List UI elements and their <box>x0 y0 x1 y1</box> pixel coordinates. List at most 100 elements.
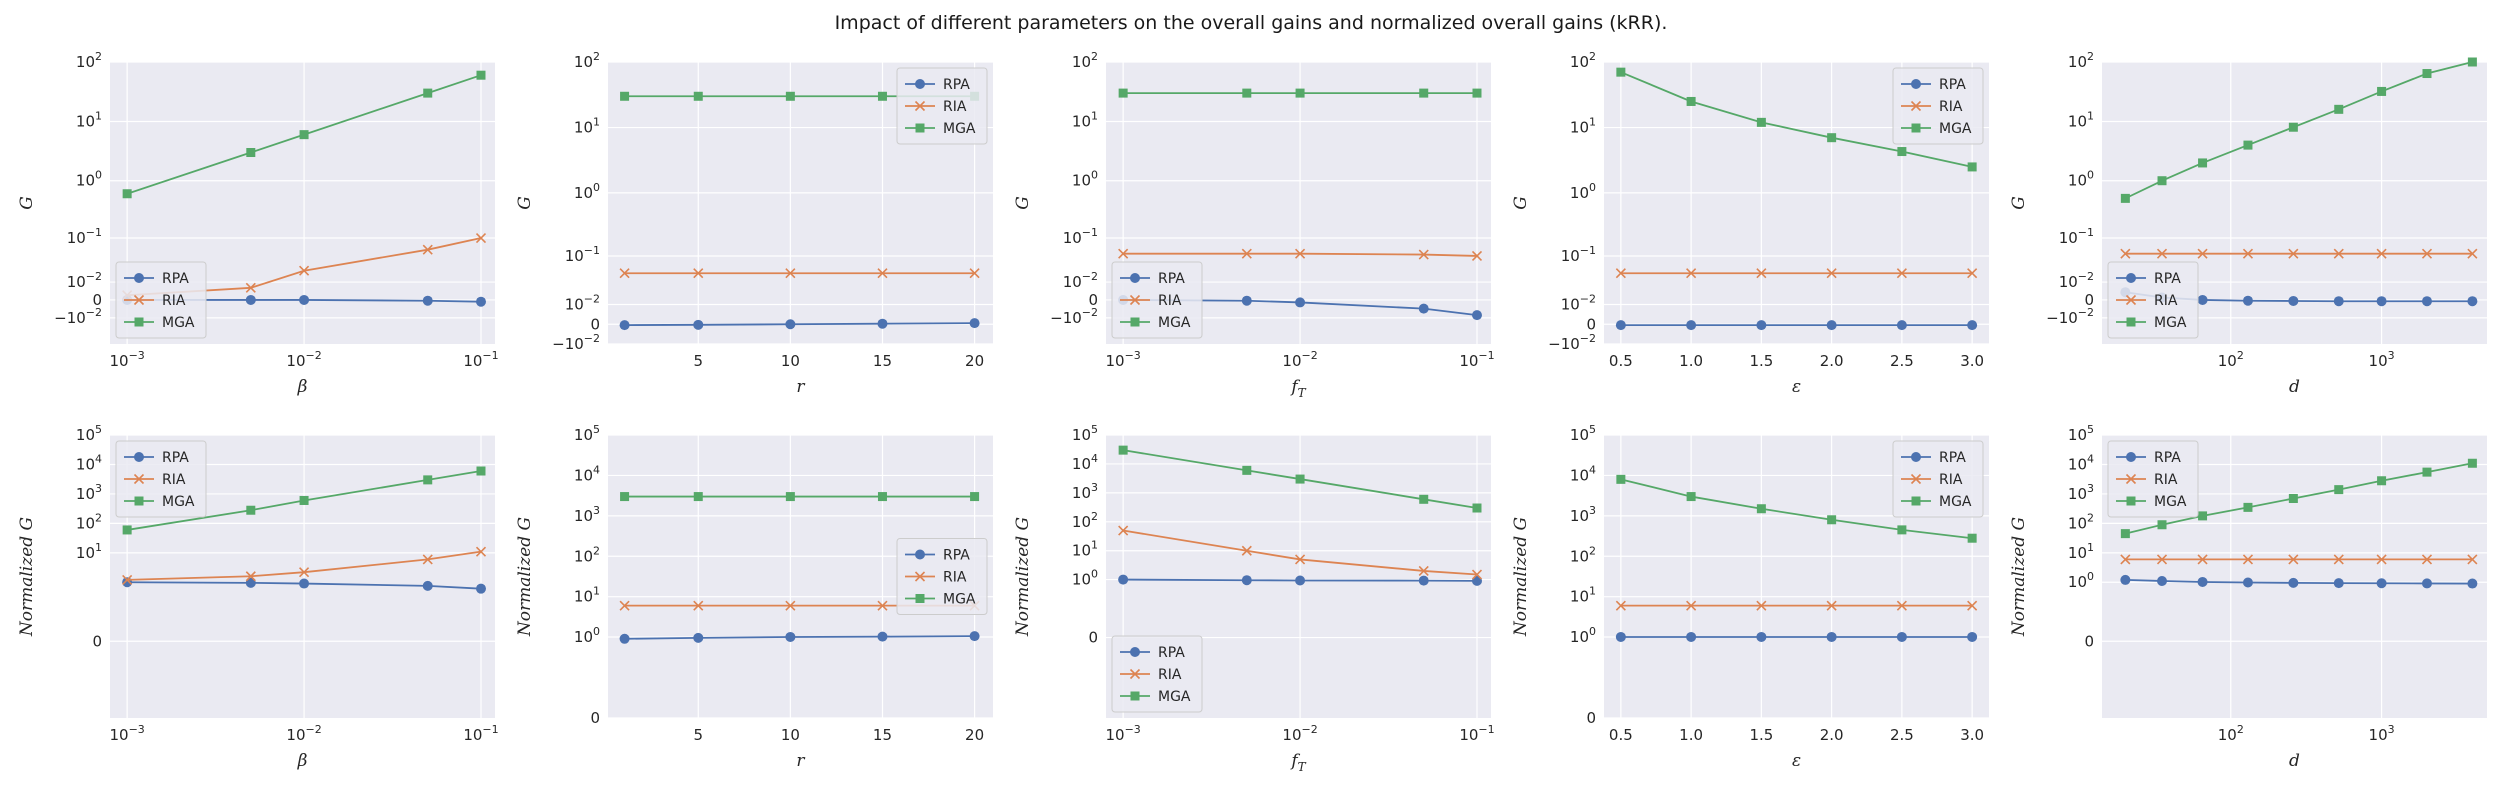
legend: RPA RIA MGA <box>896 538 988 615</box>
data-point-rpa <box>785 319 796 330</box>
series-layer <box>1118 88 1483 321</box>
y-tick-label: 100 <box>1072 169 1098 190</box>
data-point-ria <box>1241 248 1252 259</box>
x-tick-label: 0.5 <box>1609 352 1633 370</box>
y-tick-label: 10−1 <box>2059 226 2094 247</box>
data-point-mga <box>1686 492 1696 502</box>
y-tick-label: 101 <box>76 109 102 130</box>
data-point-ria <box>2120 554 2131 565</box>
data-point-mga <box>877 492 887 502</box>
x-tick-label: 10−2 <box>286 349 321 370</box>
y-tick-label: 102 <box>1570 50 1596 71</box>
data-point-rpa <box>1896 320 1907 331</box>
data-point-rpa <box>2333 296 2344 307</box>
data-point-rpa <box>1967 320 1978 331</box>
data-point-mga <box>246 148 256 158</box>
y-axis-label: G <box>17 196 37 210</box>
data-point-mga <box>2198 511 2208 521</box>
data-point-rpa <box>422 580 433 591</box>
data-point-rpa <box>1756 631 1767 642</box>
data-point-mga <box>970 492 980 502</box>
x-tick-label: 2.5 <box>1890 352 1914 370</box>
data-point-ria <box>1295 248 1306 259</box>
legend-label-mga: MGA <box>1939 494 1972 510</box>
legend-label-rpa: RPA <box>2154 450 2181 466</box>
legend: RPA RIA MGA <box>1111 635 1203 713</box>
data-point-ria <box>1471 569 1483 580</box>
y-tick-label: 0 <box>2084 632 2094 650</box>
legend-marker-mga <box>1911 123 1921 133</box>
series-layer <box>1615 474 1978 642</box>
y-tick-label: 100 <box>1570 625 1596 646</box>
data-point-rpa <box>1295 575 1306 586</box>
legend-marker-mga <box>1911 496 1921 506</box>
data-point-rpa <box>422 295 433 306</box>
data-point-rpa <box>969 318 980 329</box>
y-tick-label: 100 <box>1570 181 1596 202</box>
y-axis-label: Normalized G <box>17 517 37 637</box>
data-point-rpa <box>1686 320 1697 331</box>
x-tick-label: 102 <box>2218 349 2244 370</box>
y-tick-label: 102 <box>1072 510 1098 531</box>
legend: RPA RIA MGA <box>896 67 988 145</box>
legend: RPA RIA MGA <box>1111 261 1203 339</box>
y-tick-label: 101 <box>1072 539 1098 560</box>
legend-marker-ria <box>1910 100 1922 112</box>
legend-label-ria: RIA <box>943 570 967 586</box>
legend-label-rpa: RPA <box>943 548 970 564</box>
y-tick-label: 101 <box>76 541 102 562</box>
data-point-mga <box>122 525 132 535</box>
data-point-ria <box>1418 249 1429 260</box>
data-point-mga <box>1967 533 1977 543</box>
data-point-rpa <box>1686 631 1697 642</box>
legend-marker-rpa <box>1911 79 1921 89</box>
data-point-ria <box>1686 268 1697 279</box>
data-point-ria <box>619 600 630 611</box>
data-point-mga <box>423 475 433 485</box>
x-tick-label: 103 <box>2369 349 2395 370</box>
y-tick-label: 100 <box>574 181 600 202</box>
data-point-ria <box>2197 248 2208 259</box>
data-point-ria <box>1967 268 1978 279</box>
x-tick-label: 3.0 <box>1960 352 1984 370</box>
x-tick-label: 10−3 <box>1105 723 1140 744</box>
data-point-ria <box>1896 600 1907 611</box>
y-tick-label: 102 <box>1570 544 1596 565</box>
data-point-rpa <box>693 632 704 643</box>
x-tick-label: 20 <box>965 726 984 744</box>
x-tick-label: 10−1 <box>1459 723 1494 744</box>
x-tick-label: 2.0 <box>1820 352 1844 370</box>
chart-panel-r-gain: 102 101 100 10−1 10−20−10−2 5 10 15 20 r G RPA RIA MG… <box>515 50 993 397</box>
legend-label-rpa: RPA <box>162 271 189 287</box>
x-tick-label: 1.0 <box>1679 726 1703 744</box>
data-point-mga <box>2377 86 2387 96</box>
data-point-rpa <box>1896 631 1907 642</box>
data-point-rpa <box>785 631 796 642</box>
data-point-mga <box>2422 69 2432 79</box>
legend-marker-mga <box>134 496 144 506</box>
data-point-ria <box>422 244 433 255</box>
data-point-mga <box>1472 503 1482 513</box>
data-point-ria <box>693 268 704 279</box>
data-point-rpa <box>877 318 888 329</box>
data-point-rpa <box>2288 577 2299 588</box>
legend-marker-mga <box>2126 317 2136 327</box>
y-tick-label: 0 <box>1088 629 1098 647</box>
data-point-ria <box>122 574 133 585</box>
data-point-ria <box>1241 545 1252 556</box>
data-point-mga <box>1419 88 1429 98</box>
legend: RPA RIA MGA <box>2107 261 2199 339</box>
x-axis-label: ε <box>1792 377 1801 397</box>
y-tick-label: −10−2 <box>1548 332 1596 353</box>
legend-marker-mga <box>1130 317 1140 327</box>
legend-marker-ria <box>1129 668 1141 680</box>
data-point-ria <box>475 232 487 244</box>
y-tick-label: 104 <box>1570 463 1596 484</box>
y-tick-label: 10−2 <box>2059 270 2094 291</box>
legend-marker-ria <box>133 473 145 485</box>
y-tick-label: 105 <box>2068 423 2094 444</box>
y-tick-label: 0 <box>590 315 600 333</box>
y-tick-label: 103 <box>76 482 102 503</box>
